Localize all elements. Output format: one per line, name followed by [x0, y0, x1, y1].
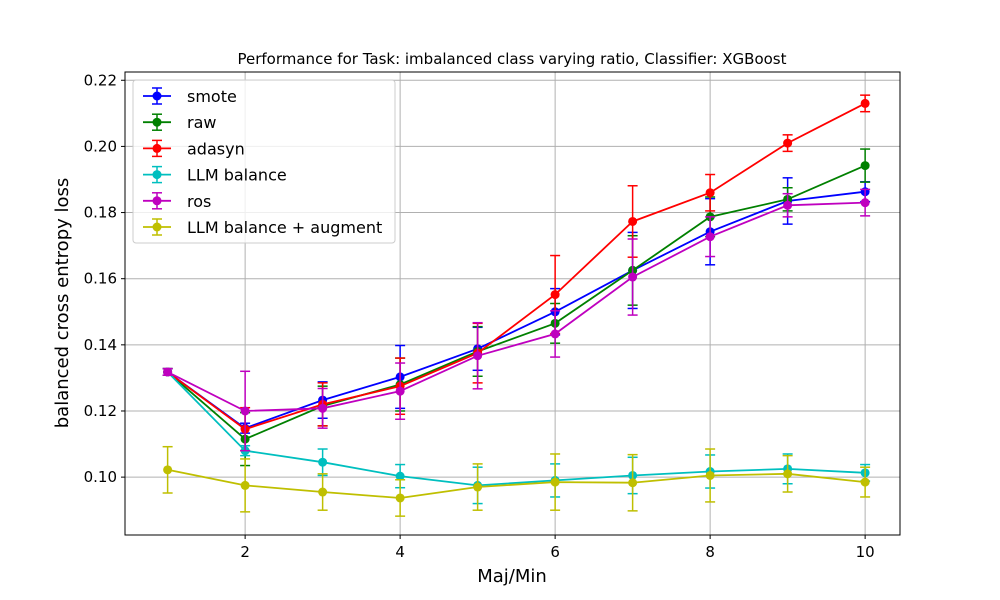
x-tick-label: 2 [240, 543, 250, 561]
x-tick-label: 10 [856, 543, 875, 561]
data-point [628, 216, 638, 226]
series-line [167, 468, 866, 499]
series-line [167, 102, 866, 431]
data-point [783, 200, 793, 210]
legend-label: ros [187, 192, 211, 211]
legend-entry: LLM balance [143, 166, 287, 185]
data-point [163, 367, 173, 377]
plot-data [162, 94, 871, 517]
y-tick-label: 0.14 [84, 336, 117, 354]
legend-entry: adasyn [143, 139, 245, 158]
data-point [395, 493, 405, 503]
legend-label: LLM balance + augment [187, 218, 382, 237]
legend-entry: ros [143, 192, 211, 211]
data-point [628, 272, 638, 282]
data-point [550, 329, 560, 339]
data-point [550, 477, 560, 487]
series-line [166, 371, 866, 487]
y-tick-label: 0.22 [84, 71, 117, 89]
data-point [395, 386, 405, 396]
data-point [628, 478, 638, 488]
data-point [473, 351, 483, 361]
data-point [783, 469, 793, 479]
data-point [705, 470, 715, 480]
data-point [860, 98, 870, 108]
legend-marker [152, 117, 162, 127]
data-point [705, 188, 715, 198]
x-tick-label: 8 [705, 543, 715, 561]
data-point [473, 482, 483, 492]
legend-label: raw [187, 113, 216, 132]
legend-box [132, 79, 396, 244]
data-point [550, 290, 560, 300]
data-point [860, 477, 870, 487]
legend-entry: raw [143, 113, 216, 132]
legend-marker [152, 91, 162, 101]
x-axis-label: Maj/Min [477, 566, 547, 587]
data-point [240, 406, 250, 416]
y-tick-label: 0.18 [84, 204, 117, 222]
data-point [318, 487, 328, 497]
series-line [167, 164, 866, 441]
x-tick-label: 6 [550, 543, 560, 561]
data-point [860, 198, 870, 208]
series-ros [162, 188, 871, 452]
legend-marker [152, 170, 162, 180]
y-tick-label: 0.10 [84, 468, 117, 486]
plot-frame [124, 71, 901, 536]
legend-label: smote [187, 87, 237, 106]
y-tick-label: 0.12 [84, 402, 117, 420]
data-point [705, 232, 715, 242]
legend-label: adasyn [187, 139, 245, 158]
chart-title: Performance for Task: imbalanced class v… [237, 50, 786, 68]
legend-label: LLM balance [187, 166, 287, 185]
legend-entry: LLM balance + augment [143, 218, 382, 237]
data-point [860, 161, 870, 171]
data-point [783, 138, 793, 148]
y-tick-label: 0.20 [84, 137, 117, 155]
y-tick-label: 0.16 [84, 270, 117, 288]
data-point [395, 471, 405, 481]
data-point [240, 480, 250, 490]
legend-marker [152, 143, 162, 153]
series-line [167, 190, 866, 430]
legend: smote raw adasyn LLM balance ros LLM balance … [132, 79, 396, 244]
data-point [318, 403, 328, 413]
legend-entry: smote [143, 87, 237, 106]
x-tick-label: 4 [395, 543, 405, 561]
y-axis-label: balanced cross entropy loss [52, 178, 73, 429]
axis-ticks: 2 4 6 8 10 0.10 0.12 0.14 0.16 0.18 0.20 0.22 [84, 71, 875, 561]
data-point [318, 457, 328, 467]
series-line [167, 201, 866, 412]
data-point [163, 465, 173, 475]
legend-marker [152, 196, 162, 206]
legend-marker [152, 222, 162, 232]
series-llm-balance-augment [162, 445, 871, 517]
